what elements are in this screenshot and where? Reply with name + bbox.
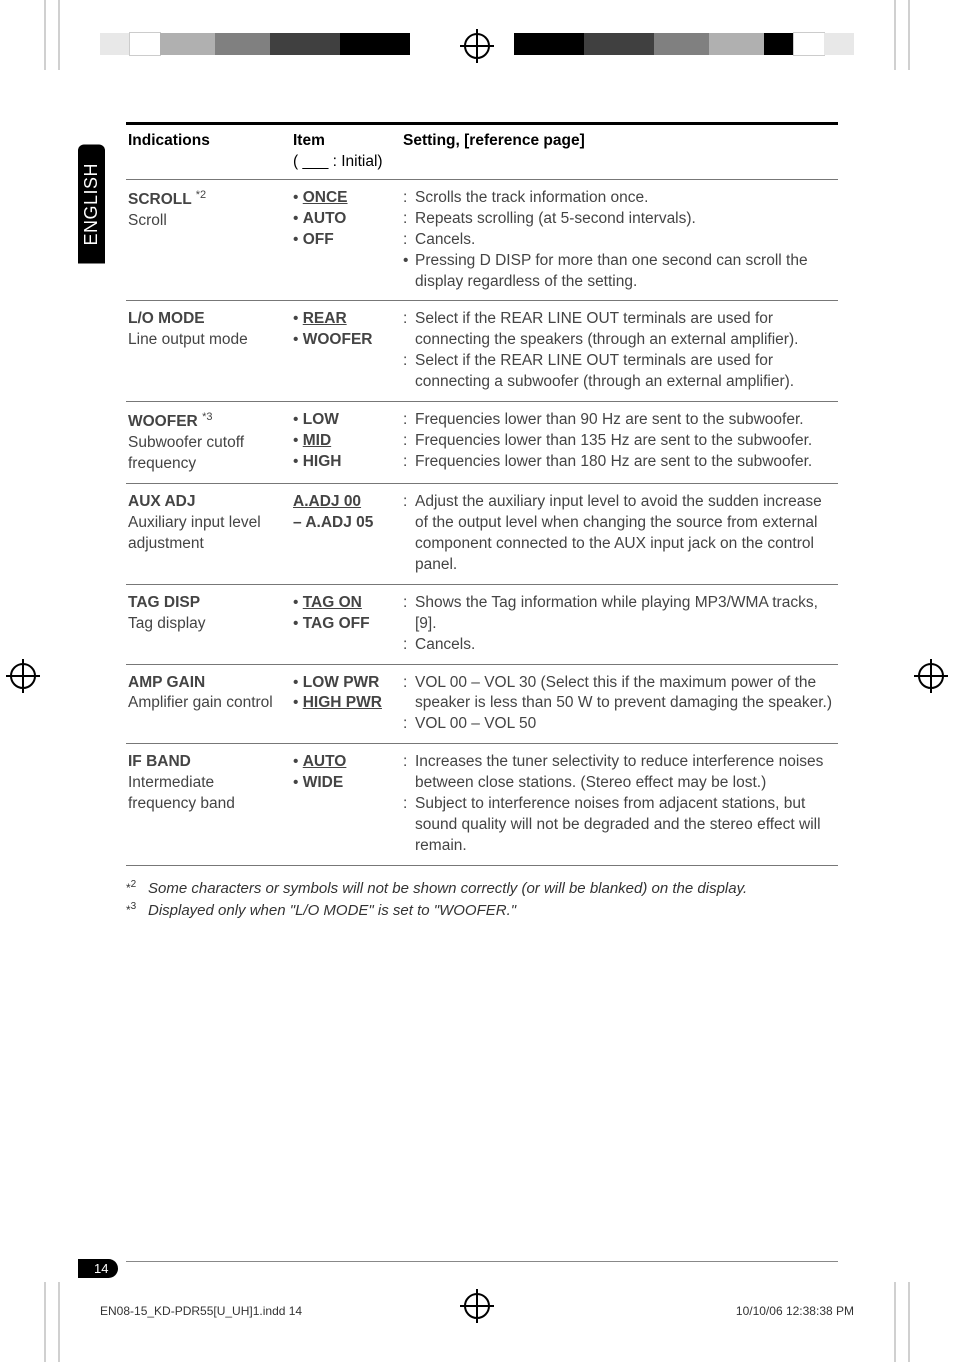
- crop-mark: [908, 0, 910, 70]
- table-row: IF BANDIntermediate frequency bandAUTOWI…: [126, 744, 838, 866]
- setting-cell: :Select if the REAR LINE OUT terminals a…: [401, 301, 838, 402]
- item-cell: LOWMIDHIGH: [291, 402, 401, 484]
- registration-mark: [464, 33, 490, 59]
- table-row: WOOFER *3Subwoofer cutoff frequencyLOWMI…: [126, 402, 838, 484]
- indication-cell: SCROLL *2Scroll: [126, 179, 291, 301]
- crop-mark: [894, 0, 896, 70]
- table-row: AMP GAINAmplifier gain controlLOW PWRHIG…: [126, 664, 838, 744]
- language-tab: ENGLISH: [78, 145, 105, 264]
- header-item: Item ( ___ : Initial): [291, 124, 401, 180]
- item-cell: ONCEAUTOOFF: [291, 179, 401, 301]
- item-cell: REARWOOFER: [291, 301, 401, 402]
- indication-cell: AUX ADJAuxiliary input level adjustment: [126, 484, 291, 585]
- imposition-footer: EN08-15_KD-PDR55[U_UH]1.indd 14 10/10/06…: [100, 1304, 854, 1318]
- page-number: 14: [78, 1259, 118, 1278]
- registration-mark: [10, 663, 36, 689]
- table-row: TAG DISPTag displayTAG ONTAG OFF:Shows t…: [126, 584, 838, 664]
- item-cell: LOW PWRHIGH PWR: [291, 664, 401, 744]
- calibration-strip: [514, 33, 854, 55]
- footnote: *2Some characters or symbols will not be…: [126, 878, 838, 900]
- footer-file: EN08-15_KD-PDR55[U_UH]1.indd 14: [100, 1304, 302, 1318]
- page-content: Indications Item ( ___ : Initial) Settin…: [126, 122, 838, 921]
- settings-table: Indications Item ( ___ : Initial) Settin…: [126, 122, 838, 866]
- indication-cell: WOOFER *3Subwoofer cutoff frequency: [126, 402, 291, 484]
- setting-cell: :Scrolls the track information once.:Rep…: [401, 179, 838, 301]
- item-cell: A.ADJ 00– A.ADJ 05: [291, 484, 401, 585]
- indication-cell: AMP GAINAmplifier gain control: [126, 664, 291, 744]
- crop-mark: [44, 0, 46, 70]
- item-cell: TAG ONTAG OFF: [291, 584, 401, 664]
- setting-cell: :Increases the tuner selectivity to redu…: [401, 744, 838, 866]
- registration-mark: [918, 663, 944, 689]
- table-row: L/O MODELine output modeREARWOOFER:Selec…: [126, 301, 838, 402]
- footnote: *3Displayed only when "L/O MODE" is set …: [126, 900, 838, 922]
- crop-mark: [894, 1282, 896, 1362]
- setting-cell: :Frequencies lower than 90 Hz are sent t…: [401, 402, 838, 484]
- table-row: SCROLL *2ScrollONCEAUTOOFF:Scrolls the t…: [126, 179, 838, 301]
- item-cell: AUTOWIDE: [291, 744, 401, 866]
- indication-cell: L/O MODELine output mode: [126, 301, 291, 402]
- header-indications: Indications: [126, 124, 291, 180]
- setting-cell: :Shows the Tag information while playing…: [401, 584, 838, 664]
- footer-timestamp: 10/10/06 12:38:38 PM: [736, 1304, 854, 1318]
- header-setting: Setting, [reference page]: [401, 124, 838, 180]
- footnotes: *2Some characters or symbols will not be…: [126, 878, 838, 922]
- indication-cell: TAG DISPTag display: [126, 584, 291, 664]
- footer-rule: [126, 1261, 838, 1262]
- table-row: AUX ADJAuxiliary input level adjustmentA…: [126, 484, 838, 585]
- indication-cell: IF BANDIntermediate frequency band: [126, 744, 291, 866]
- crop-mark: [58, 0, 60, 70]
- crop-mark: [908, 1282, 910, 1362]
- setting-cell: :VOL 00 – VOL 30 (Select this if the max…: [401, 664, 838, 744]
- crop-mark: [44, 1282, 46, 1362]
- setting-cell: :Adjust the auxiliary input level to avo…: [401, 484, 838, 585]
- calibration-strip: [100, 33, 410, 55]
- crop-mark: [58, 1282, 60, 1362]
